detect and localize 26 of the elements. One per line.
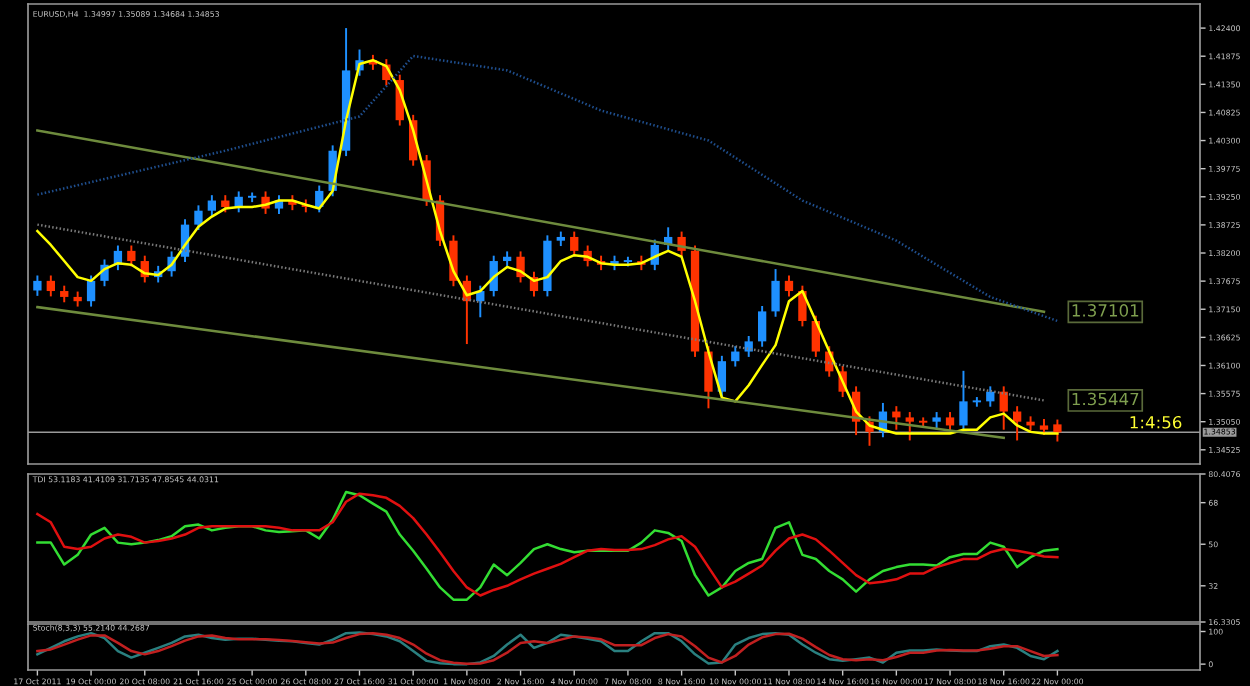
candlestick xyxy=(1012,405,1022,442)
candlestick xyxy=(757,305,767,348)
data-label: 1.35447 xyxy=(1072,392,1139,406)
candlestick xyxy=(33,274,42,297)
candlestick xyxy=(46,274,55,298)
candlestick xyxy=(194,204,203,231)
candlestick xyxy=(516,250,525,284)
candlestick xyxy=(717,354,727,399)
candlestick xyxy=(945,411,955,432)
candlestick xyxy=(892,405,901,431)
candlestick xyxy=(1053,418,1062,443)
text: 1:4:56 xyxy=(1130,415,1182,429)
candlestick xyxy=(86,274,96,308)
candlestick xyxy=(570,230,579,258)
candlestick xyxy=(731,345,740,368)
line-series xyxy=(36,631,1059,666)
candlestick xyxy=(771,268,780,318)
candlestick xyxy=(959,369,968,432)
candlestick xyxy=(999,385,1008,431)
data-label: 1.37101 xyxy=(1072,304,1139,317)
line-series xyxy=(36,58,1059,435)
candlestick xyxy=(744,335,753,358)
candlestick xyxy=(784,274,794,298)
candlestick xyxy=(905,411,914,442)
line-series xyxy=(36,54,1059,323)
candlestick xyxy=(207,194,217,218)
